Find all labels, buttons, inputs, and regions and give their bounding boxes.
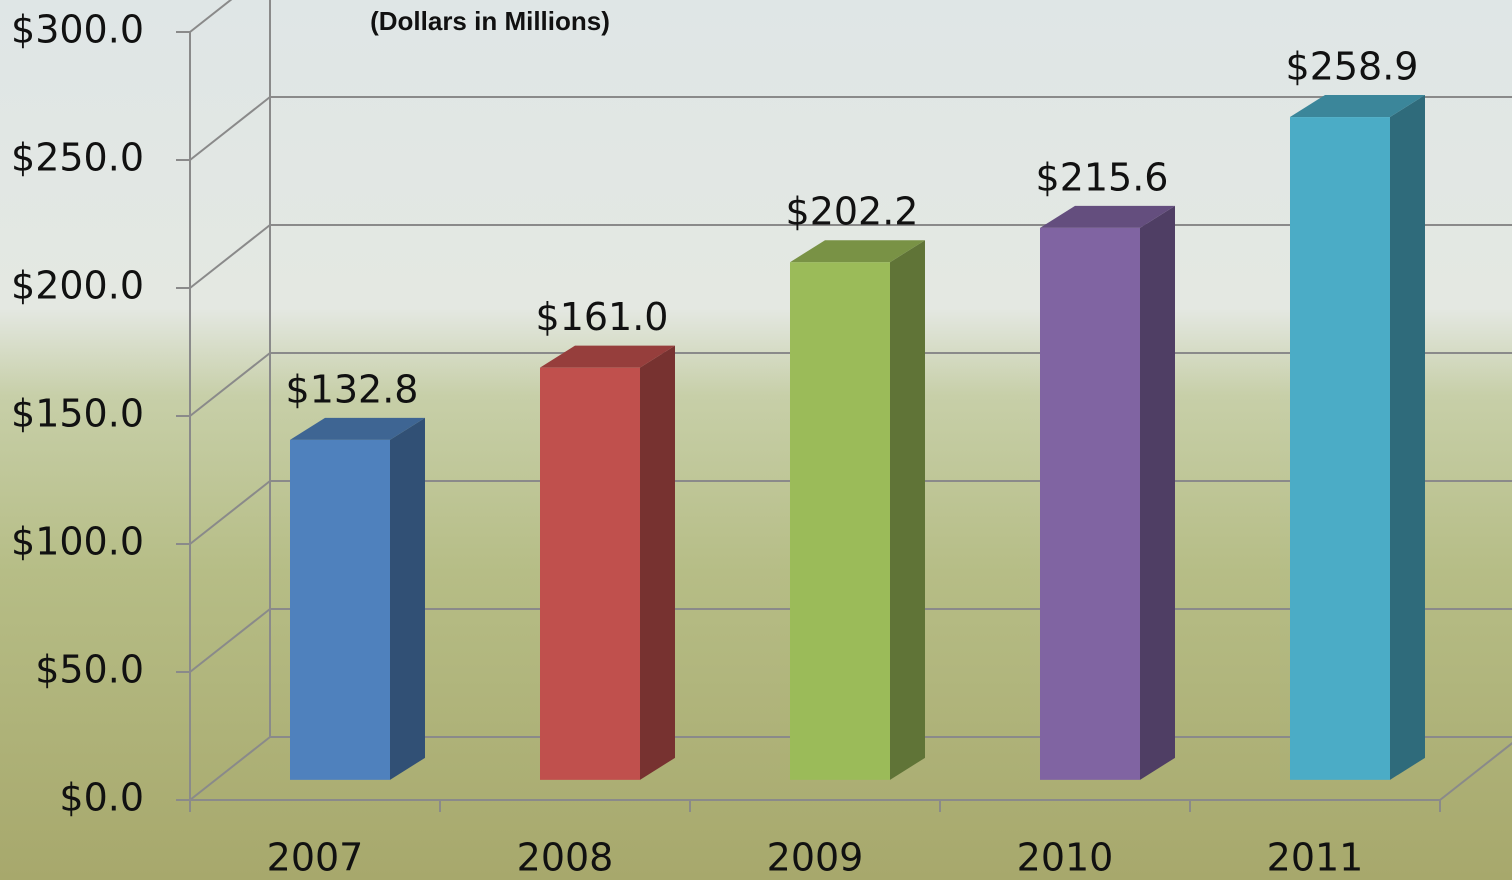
bar <box>1290 117 1390 780</box>
y-tick-label: $250.0 <box>11 136 144 180</box>
bar-side <box>640 346 675 780</box>
bar <box>540 368 640 780</box>
x-tick-label: 2009 <box>767 836 864 880</box>
y-tick-label: $150.0 <box>11 392 144 436</box>
y-tick-label: $200.0 <box>11 264 144 308</box>
bar <box>290 440 390 780</box>
value-label: $202.2 <box>786 190 919 234</box>
value-label: $161.0 <box>536 295 669 339</box>
x-tick-label: 2007 <box>267 836 364 880</box>
bar-side <box>1140 206 1175 780</box>
chart-subtitle: (Dollars in Millions) <box>370 6 610 36</box>
page: (Dollars in Millions) $0.0 $50.0 $100.0 $15… <box>0 0 1512 880</box>
y-tick-label: $100.0 <box>11 520 144 564</box>
chart: (Dollars in Millions) $0.0 $50.0 $100.0 $15… <box>0 0 1512 880</box>
value-label: $258.9 <box>1286 45 1419 89</box>
y-tick-label: $0.0 <box>59 776 144 820</box>
value-label: $132.8 <box>286 367 419 411</box>
bar <box>1040 228 1140 780</box>
bar-side <box>1390 95 1425 780</box>
y-tick-label: $300.0 <box>11 8 144 52</box>
bar <box>790 262 890 780</box>
x-tick-label: 2008 <box>517 836 614 880</box>
bar-side <box>390 418 425 780</box>
bar-side <box>890 240 925 780</box>
y-tick-label: $50.0 <box>35 648 144 692</box>
x-tick-label: 2010 <box>1017 836 1114 880</box>
value-label: $215.6 <box>1036 155 1169 199</box>
x-tick-label: 2011 <box>1267 836 1364 880</box>
